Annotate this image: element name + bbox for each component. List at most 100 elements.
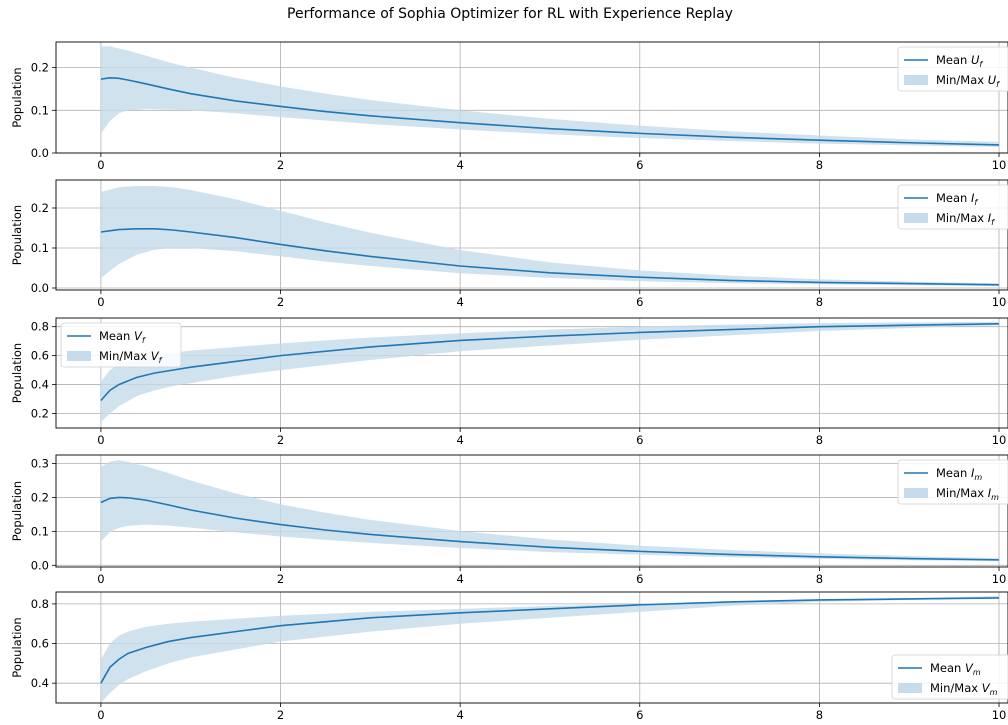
- x-tick-label: 0: [97, 158, 104, 172]
- y-axis-label: Population: [10, 343, 24, 403]
- x-tick-label: 8: [816, 572, 823, 586]
- legend-band-swatch: [904, 213, 928, 223]
- x-tick-label: 0: [97, 433, 104, 447]
- x-tick-label: 6: [636, 572, 643, 586]
- y-tick-label: 0.6: [31, 349, 49, 363]
- x-tick-label: 10: [992, 295, 1007, 309]
- x-tick-label: 6: [636, 708, 643, 722]
- axes-frame: [55, 454, 1008, 568]
- legend-var: V: [965, 661, 974, 675]
- x-tick-label: 0: [97, 572, 104, 586]
- legend-label: Mean Im: [936, 466, 982, 482]
- legend-subscript: f: [142, 336, 146, 345]
- legend-var: I: [988, 211, 992, 225]
- legend-label: Min/Max Vm: [930, 681, 998, 697]
- x-tick-label: 2: [277, 433, 284, 447]
- legend-band-swatch: [904, 75, 928, 85]
- y-tick-label: 0.4: [31, 378, 49, 392]
- y-axis-label: Population: [10, 617, 24, 677]
- legend: Mean Vf Min/Max Vf: [60, 322, 182, 368]
- legend-label: Min/Max Uf: [936, 73, 1000, 89]
- minmax-band: [100, 186, 1000, 286]
- x-tick-label: 0: [97, 708, 104, 722]
- x-tick-label: 4: [456, 158, 463, 172]
- y-tick-label: 0.4: [31, 676, 49, 690]
- legend-subscript: f: [991, 218, 995, 227]
- x-tick-label: 2: [277, 708, 284, 722]
- axes-frame: [55, 41, 1008, 154]
- subplot-3: 0 2 4 6 8 10 0.2 0.4 0.6 0.8 Population Mean Vf Min/…: [10, 317, 1008, 447]
- minmax-band: [100, 460, 1000, 562]
- y-axis-label: Population: [10, 67, 24, 127]
- x-tick-label: 4: [456, 433, 463, 447]
- minmax-band: [100, 46, 1000, 148]
- y-tick-label: 0.1: [31, 103, 49, 117]
- y-tick-label: 0.0: [31, 558, 49, 572]
- x-tick-label: 8: [816, 158, 823, 172]
- legend-label: Mean If: [936, 191, 978, 207]
- y-tick-label: 0.2: [31, 407, 49, 421]
- y-axis-label: Population: [10, 205, 24, 265]
- legend-label: Mean Uf: [936, 53, 983, 69]
- legend-band-swatch: [67, 351, 91, 361]
- y-tick-label: 0.2: [31, 490, 49, 504]
- legend-var: I: [971, 191, 975, 205]
- axes-frame: [55, 179, 1008, 291]
- y-tick-label: 0.3: [31, 456, 49, 470]
- axes-frame: [55, 317, 1008, 429]
- x-tick-label: 2: [277, 295, 284, 309]
- y-tick-label: 0.0: [31, 146, 49, 160]
- legend-label: Mean Vm: [930, 661, 981, 677]
- y-tick-label: 0.8: [31, 320, 49, 334]
- x-tick-label: 10: [992, 158, 1007, 172]
- y-tick-label: 0.2: [31, 61, 49, 75]
- legend-var: U: [988, 73, 997, 87]
- minmax-band: [100, 595, 1000, 703]
- y-tick-label: 0.0: [31, 281, 49, 295]
- x-tick-label: 6: [636, 295, 643, 309]
- legend-var: U: [971, 53, 980, 67]
- legend-label: Min/Max If: [936, 211, 995, 227]
- y-tick-label: 0.2: [31, 201, 49, 215]
- x-tick-label: 8: [816, 433, 823, 447]
- legend: Mean Uf Min/Max Uf: [897, 46, 1008, 92]
- x-tick-label: 4: [456, 572, 463, 586]
- subplot-2: 0 2 4 6 8 10 0.0 0.1 0.2 Population Mean If Min/Max…: [10, 179, 1008, 309]
- figure-title: Performance of Sophia Optimizer for RL w…: [287, 6, 733, 22]
- subplot-1: 0 2 4 6 8 10 0.0 0.1 0.2 Population Mean Uf Min/Max…: [10, 41, 1008, 172]
- legend: Mean Vm Min/Max Vm: [891, 654, 1008, 700]
- x-tick-label: 2: [277, 158, 284, 172]
- x-tick-label: 8: [816, 708, 823, 722]
- legend-subscript: f: [979, 60, 983, 69]
- x-tick-label: 4: [456, 295, 463, 309]
- x-tick-label: 4: [456, 708, 463, 722]
- x-tick-label: 10: [992, 433, 1007, 447]
- legend-var: V: [134, 329, 143, 343]
- legend-subscript: f: [159, 356, 163, 365]
- y-tick-label: 0.8: [31, 597, 49, 611]
- y-tick-label: 0.1: [31, 241, 49, 255]
- legend-subscript: m: [990, 688, 998, 697]
- legend-subscript: m: [974, 473, 982, 482]
- legend-label: Min/Max Vf: [99, 349, 163, 365]
- mean-line: [100, 322, 1000, 402]
- x-tick-label: 6: [636, 433, 643, 447]
- legend-subscript: f: [974, 198, 978, 207]
- y-tick-label: 0.1: [31, 524, 49, 538]
- minmax-band: [100, 321, 1000, 423]
- x-tick-label: 10: [992, 708, 1007, 722]
- legend: Mean Im Min/Max Im: [897, 459, 1008, 505]
- legend-band-swatch: [904, 488, 928, 498]
- axes-frame: [55, 591, 1008, 704]
- legend-var: V: [982, 681, 991, 695]
- x-tick-label: 10: [992, 572, 1007, 586]
- x-tick-label: 0: [97, 295, 104, 309]
- mean-line: [100, 77, 1000, 146]
- x-tick-label: 6: [636, 158, 643, 172]
- subplot-4: 0 2 4 6 8 10 0.0 0.1 0.2 0.3 Population Mean Im Min/…: [10, 454, 1008, 586]
- mean-line: [100, 597, 1000, 684]
- y-tick-label: 0.6: [31, 637, 49, 651]
- legend: Mean If Min/Max If: [897, 184, 1008, 230]
- legend-var: I: [988, 486, 992, 500]
